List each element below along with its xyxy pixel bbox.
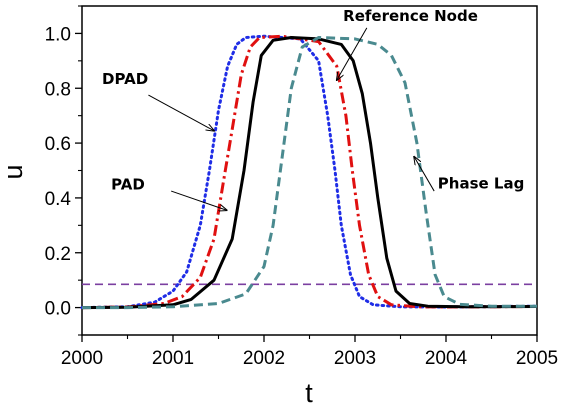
y-tick-label: 0.2 [45,244,71,265]
plot-frame [81,5,538,336]
series-line-dpad [80,34,539,310]
y-axis-title: u [0,164,28,179]
annotations-group: DPAD PAD Reference Node Phase Lag [102,7,524,210]
y-tick-label: 0.0 [45,299,71,320]
series-line-phase-lag [82,36,537,310]
y-tick-label: 1.0 [45,24,71,45]
annotation-arrow-pad [171,190,227,210]
x-tick-label: 2001 [152,348,194,369]
x-tick-label: 2005 [516,348,558,369]
y-axis: 0.0 0.2 0.4 0.6 0.8 1.0 [45,5,82,336]
x-tick-label: 2004 [425,348,468,369]
x-tick-label: 2002 [243,348,285,369]
annotation-arrow-phase-lag [414,157,435,192]
x-axis-title: t [305,378,313,408]
annotation-label-dpad: DPAD [102,70,148,88]
annotation-arrow-dpad [148,94,214,131]
series-line-pad [81,34,538,310]
series-group [80,34,539,310]
x-tick-label: 2003 [334,348,376,369]
annotation-label-phase-lag: Phase Lag [438,174,525,192]
y-tick-label: 0.4 [45,189,72,210]
annotation-label-pad: PAD [111,176,145,194]
series-line-reference [81,36,538,310]
annotation-arrow-reference [337,27,368,80]
x-axis: 2000 2001 2002 2003 2004 2005 [61,335,558,369]
y-tick-label: 0.6 [45,134,71,155]
annotation-label-reference: Reference Node [343,7,478,25]
x-tick-label: 2000 [61,348,103,369]
y-tick-label: 0.8 [45,79,71,100]
